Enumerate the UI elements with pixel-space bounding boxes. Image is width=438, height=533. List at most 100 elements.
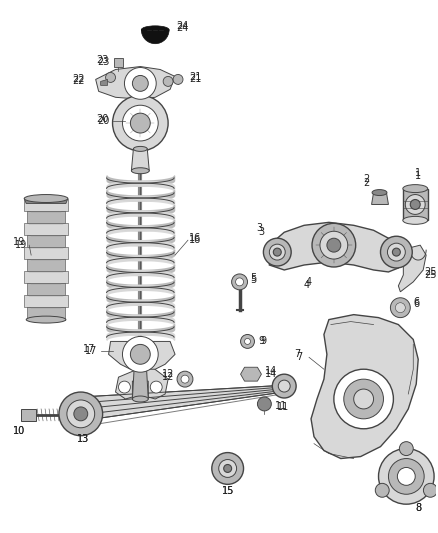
Circle shape (240, 335, 254, 349)
Polygon shape (21, 409, 36, 421)
Text: 16: 16 (189, 233, 201, 243)
Circle shape (375, 483, 389, 497)
Circle shape (273, 248, 281, 256)
Text: 25: 25 (424, 267, 436, 277)
Circle shape (132, 76, 148, 91)
Polygon shape (311, 314, 418, 458)
Text: 23: 23 (97, 56, 110, 67)
Circle shape (123, 105, 158, 141)
Text: 22: 22 (73, 76, 85, 86)
Circle shape (320, 231, 348, 259)
Polygon shape (95, 67, 175, 99)
Circle shape (131, 113, 150, 133)
Circle shape (131, 344, 150, 364)
Circle shape (113, 95, 168, 151)
Circle shape (389, 458, 424, 494)
Polygon shape (27, 283, 65, 295)
Text: 10: 10 (13, 426, 25, 436)
Ellipse shape (134, 147, 147, 151)
Polygon shape (27, 235, 65, 247)
Circle shape (219, 459, 237, 478)
Text: 2: 2 (364, 177, 370, 188)
Polygon shape (24, 198, 68, 204)
Text: 8: 8 (415, 503, 421, 513)
Circle shape (232, 274, 247, 290)
Text: 17: 17 (82, 344, 95, 354)
Circle shape (397, 467, 415, 486)
Circle shape (119, 381, 131, 393)
Text: 25: 25 (424, 270, 436, 280)
Polygon shape (399, 245, 426, 292)
Text: 1: 1 (415, 168, 421, 177)
Polygon shape (116, 367, 168, 399)
Circle shape (390, 298, 410, 318)
Polygon shape (371, 192, 389, 205)
Text: 5: 5 (251, 273, 257, 283)
Circle shape (354, 389, 374, 409)
Circle shape (399, 442, 413, 456)
Polygon shape (81, 385, 279, 421)
Text: 3: 3 (256, 223, 262, 233)
Polygon shape (131, 149, 149, 171)
Circle shape (424, 483, 437, 497)
Circle shape (163, 76, 173, 86)
Text: 15: 15 (222, 486, 234, 496)
Text: 4: 4 (306, 277, 312, 287)
Text: 5: 5 (251, 275, 257, 285)
Polygon shape (269, 222, 403, 272)
Text: 19: 19 (13, 237, 25, 247)
Circle shape (396, 303, 405, 313)
Ellipse shape (131, 168, 149, 174)
Text: 23: 23 (96, 54, 109, 64)
Circle shape (327, 238, 341, 252)
Circle shape (212, 453, 244, 484)
Circle shape (278, 380, 290, 392)
Text: 7: 7 (296, 352, 302, 362)
Circle shape (106, 72, 116, 83)
Polygon shape (113, 58, 124, 67)
Polygon shape (27, 308, 65, 320)
Text: 20: 20 (96, 114, 109, 124)
Circle shape (74, 407, 88, 421)
Circle shape (378, 449, 434, 504)
Circle shape (67, 400, 95, 428)
Circle shape (244, 338, 251, 344)
Text: 12: 12 (162, 372, 174, 382)
Circle shape (123, 336, 158, 372)
Circle shape (258, 397, 271, 411)
Text: 7: 7 (294, 349, 300, 359)
Text: 1: 1 (415, 171, 421, 181)
Circle shape (410, 199, 420, 209)
Circle shape (59, 392, 102, 435)
Text: 13: 13 (77, 434, 89, 443)
Text: 20: 20 (97, 116, 110, 126)
Text: 10: 10 (13, 426, 25, 436)
Text: 24: 24 (176, 21, 188, 31)
Text: 11: 11 (275, 401, 287, 411)
Ellipse shape (403, 184, 427, 192)
Circle shape (272, 374, 296, 398)
Text: 13: 13 (77, 434, 89, 443)
Polygon shape (27, 211, 65, 223)
Polygon shape (403, 189, 428, 220)
Circle shape (181, 375, 189, 383)
Polygon shape (24, 198, 68, 211)
Text: 3: 3 (258, 227, 265, 237)
Circle shape (224, 464, 232, 472)
Text: 21: 21 (190, 72, 202, 83)
Text: 14: 14 (265, 366, 277, 376)
Circle shape (312, 223, 356, 267)
Polygon shape (24, 295, 68, 308)
Text: 6: 6 (413, 297, 419, 306)
Text: 15: 15 (222, 486, 234, 496)
Circle shape (334, 369, 393, 429)
Circle shape (150, 381, 162, 393)
Circle shape (124, 68, 156, 99)
Ellipse shape (24, 195, 68, 203)
Circle shape (173, 75, 183, 84)
Ellipse shape (26, 316, 66, 323)
Text: 16: 16 (189, 235, 201, 245)
Wedge shape (141, 30, 169, 44)
Polygon shape (240, 367, 261, 381)
Ellipse shape (403, 216, 427, 224)
